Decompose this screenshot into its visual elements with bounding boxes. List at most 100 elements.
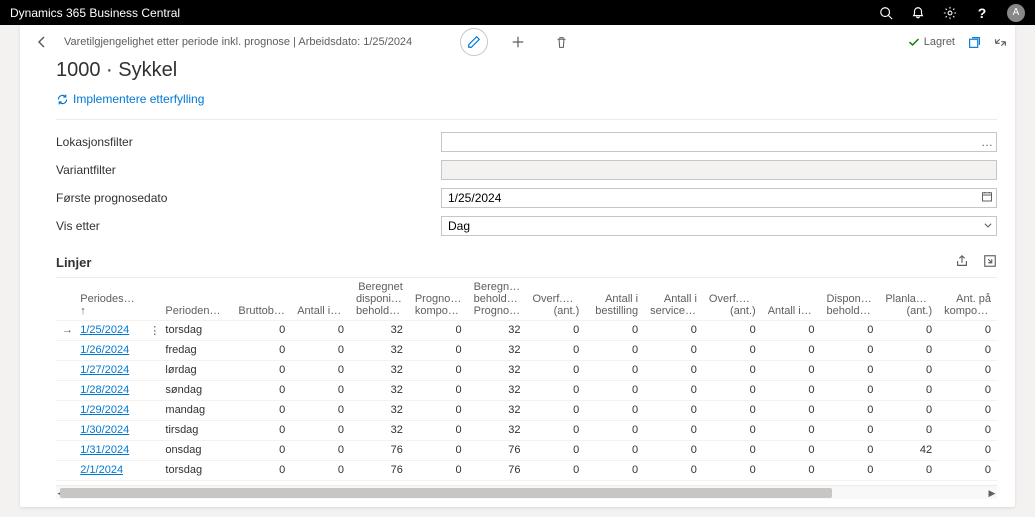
value-cell: 32 [350,400,409,420]
value-cell: 0 [762,360,821,380]
period-start-cell[interactable]: 1/27/2024 [74,360,143,380]
horizontal-scrollbar[interactable]: ◀ ▶ [56,485,997,499]
row-indicator [56,440,74,460]
value-cell: 32 [468,360,527,380]
expand-icon[interactable] [983,254,997,271]
period-start-cell[interactable]: 1/30/2024 [74,420,143,440]
value-cell: 32 [350,340,409,360]
column-header[interactable]: Periodenavn [159,278,232,321]
period-name-cell: søndag [159,380,232,400]
column-header[interactable]: Overf.ordrem...(ant.) [526,278,585,321]
value-cell: 0 [762,340,821,360]
column-header[interactable]: Disponibelbeholdning [821,278,880,321]
column-header[interactable]: Ant. påkomponentlinj... [938,278,997,321]
value-cell: 0 [879,460,938,480]
column-header[interactable]: Prognoseant.komponent [409,278,468,321]
period-name-cell: mandag [159,400,232,420]
popout-icon[interactable] [967,35,981,49]
value-cell: 0 [938,360,997,380]
period-start-cell[interactable]: 2/1/2024 [74,460,143,480]
value-cell: 0 [644,440,703,460]
search-icon[interactable] [879,6,893,20]
table-row[interactable]: 1/28/2024⋮søndag003203200000000 [56,380,997,400]
value-cell: 0 [703,440,762,460]
period-name-cell: onsdag [159,440,232,460]
lines-title: Linjer [56,255,91,270]
period-start-cell[interactable]: 1/28/2024 [74,380,143,400]
value-cell: 0 [703,400,762,420]
value-cell: 32 [468,340,527,360]
value-cell: 0 [409,360,468,380]
value-cell: 0 [821,360,880,380]
column-header[interactable]: Antall ibestilling [585,278,644,321]
value-cell: 0 [821,420,880,440]
viewby-row: Vis etter [56,216,997,236]
value-cell: 32 [350,380,409,400]
share-icon[interactable] [955,254,969,271]
lines-table-wrap[interactable]: Periodestart↑PeriodenavnBruttobehovAntal… [56,277,997,486]
period-start-cell[interactable]: 1/26/2024 [74,340,143,360]
row-indicator [56,420,74,440]
column-header[interactable]: Antall i ordre [291,278,350,321]
column-header[interactable]: Bruttobehov [232,278,291,321]
topbar-actions: ? A [879,4,1025,22]
period-start-cell[interactable]: 1/29/2024 [74,400,143,420]
forecast-date-input[interactable] [441,188,997,208]
bell-icon[interactable] [911,6,925,20]
period-start-cell[interactable]: 1/31/2024 [74,440,143,460]
value-cell: 0 [879,420,938,440]
value-cell: 0 [409,320,468,340]
location-filter-input[interactable] [441,132,997,152]
value-cell: 0 [644,380,703,400]
value-cell: 0 [409,460,468,480]
value-cell: 32 [468,320,527,340]
new-button[interactable] [504,28,532,56]
gear-icon[interactable] [943,6,957,20]
implement-action[interactable]: Implementere etterfylling [56,92,204,106]
collapse-icon[interactable] [993,35,1007,49]
value-cell: 0 [409,340,468,360]
value-cell: 0 [526,400,585,420]
table-row[interactable]: 1/27/2024⋮lørdag003203200000000 [56,360,997,380]
table-row[interactable]: 2/1/2024⋮torsdag007607600000000 [56,460,997,480]
help-icon[interactable]: ? [975,6,989,20]
value-cell: 0 [291,360,350,380]
column-header[interactable]: Beregnetdisponibelbeholdning [350,278,409,321]
value-cell: 0 [585,360,644,380]
location-filter-label: Lokasjonsfilter [56,135,441,149]
value-cell: 0 [232,440,291,460]
table-row[interactable]: 1/26/2024⋮fredag003203200000000 [56,340,997,360]
value-cell: 0 [938,340,997,360]
scroll-thumb[interactable] [60,488,832,498]
column-header[interactable]: Antall iserviceordre [644,278,703,321]
viewby-select[interactable] [441,216,997,236]
lines-section: Linjer Periodestart↑ PeriodenavnBruttobeh… [56,254,997,500]
value-cell: 0 [232,400,291,420]
value-cell: 0 [703,320,762,340]
breadcrumb: Varetilgjengelighet etter periode inkl. … [64,36,412,48]
back-button[interactable] [28,28,56,56]
edit-button[interactable] [460,28,488,56]
delete-button[interactable] [548,28,576,56]
value-cell: 0 [232,460,291,480]
column-header[interactable]: Antall i transitt [762,278,821,321]
column-header[interactable]: Planlagt mottak(ant.) [879,278,938,321]
table-row[interactable]: 1/25/2024⋮torsdag003203200000000 [56,320,997,340]
value-cell: 0 [762,460,821,480]
topbar: Dynamics 365 Business Central ? A [0,0,1035,25]
row-menu-icon[interactable]: ⋮ [143,320,159,340]
column-header[interactable]: Beregnet disp.beholdning inkl.Prognose [468,278,527,321]
row-indicator [56,320,74,340]
column-header[interactable]: Overf.ordrese...(ant.) [703,278,762,321]
avatar[interactable]: A [1007,4,1025,22]
table-row[interactable]: 1/29/2024⋮mandag003203200000000 [56,400,997,420]
period-start-cell[interactable]: 1/25/2024 [74,320,143,340]
row-indicator [56,460,74,480]
table-row[interactable]: 1/31/2024⋮onsdag0076076000000420 [56,440,997,460]
value-cell: 0 [703,380,762,400]
column-header[interactable]: Periodestart↑ [74,278,143,321]
value-cell: 0 [291,340,350,360]
value-cell: 0 [585,340,644,360]
scroll-right-icon[interactable]: ▶ [985,486,997,499]
table-row[interactable]: 1/30/2024⋮tirsdag003203200000000 [56,420,997,440]
